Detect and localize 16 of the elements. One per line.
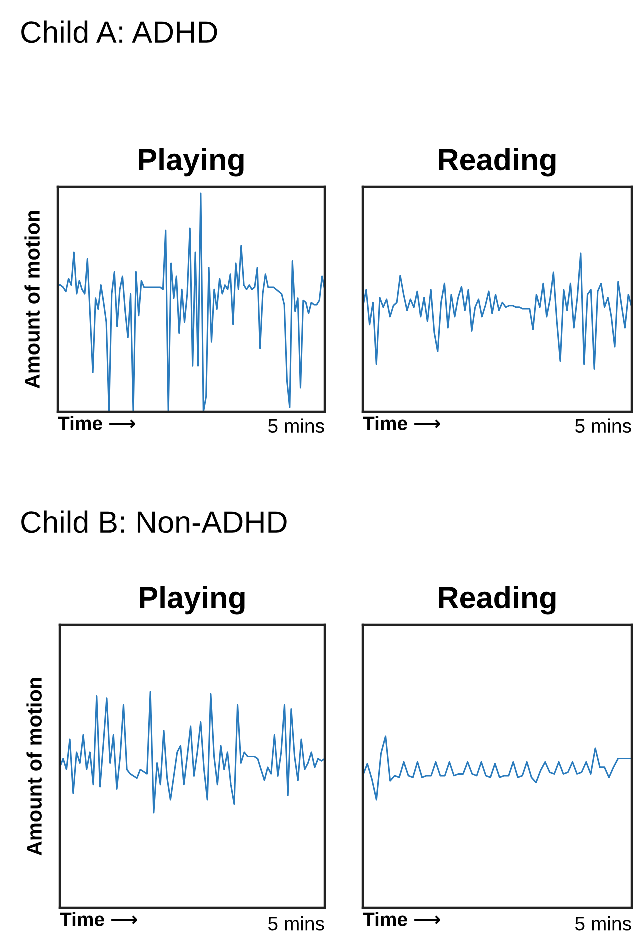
chart-title: Playing <box>140 586 245 615</box>
x-axis-title: Time ⟶ <box>363 416 440 430</box>
x-axis-title: Time ⟶ <box>60 912 138 926</box>
chart-title: Reading <box>439 586 556 615</box>
x-axis-title: Time ⟶ <box>58 416 136 430</box>
text: 5 mins <box>576 418 632 434</box>
chart-title: Reading <box>439 148 556 177</box>
y-axis-title: Amount of motion <box>26 678 42 856</box>
y-axis-title: Amount of motion <box>24 211 40 389</box>
text: 5 mins <box>268 418 324 434</box>
x-axis-title: Time ⟶ <box>363 912 440 926</box>
text: 5 mins <box>268 916 324 931</box>
text: Child B: Non-ADHD <box>22 510 287 534</box>
text: 5 mins <box>576 916 632 931</box>
text: Child A: ADHD <box>22 20 218 44</box>
chart-title: Playing <box>139 148 244 177</box>
